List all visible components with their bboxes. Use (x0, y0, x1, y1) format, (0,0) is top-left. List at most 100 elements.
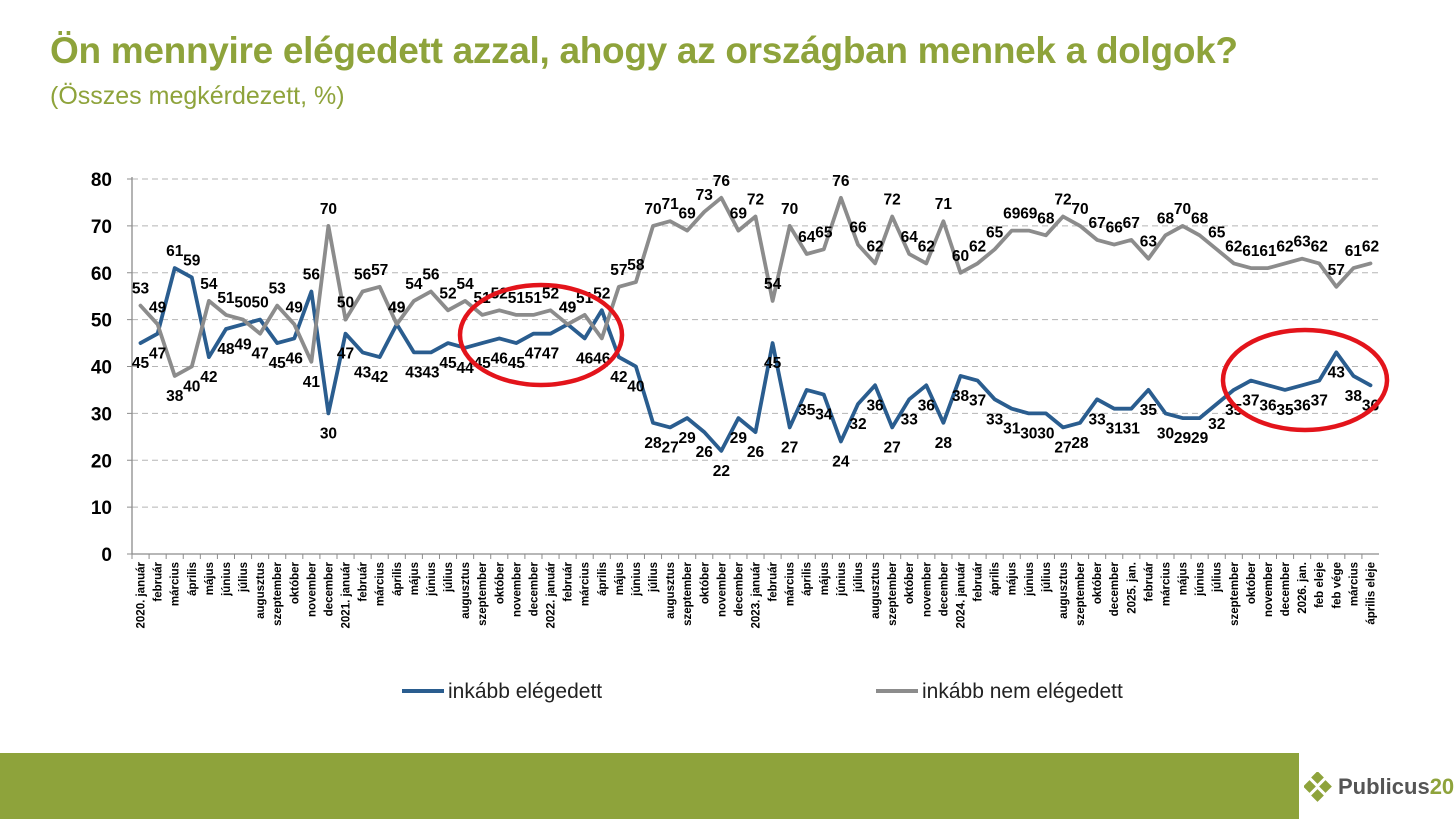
data-label: 38 (166, 388, 184, 405)
data-label: 70 (644, 201, 661, 218)
data-label: 51 (217, 290, 235, 307)
data-label: 67 (1123, 215, 1140, 232)
x-tick-label: június (631, 562, 643, 597)
data-label: 35 (1140, 402, 1158, 419)
data-label: 61 (1242, 243, 1260, 260)
data-label: 37 (969, 393, 986, 410)
x-tick-label: október (1092, 561, 1104, 604)
data-label: 70 (781, 201, 798, 218)
data-label: 56 (354, 267, 372, 284)
data-label: 61 (166, 243, 184, 260)
x-tick-label: december (1280, 561, 1292, 616)
data-label: 48 (217, 341, 235, 358)
data-label: 71 (935, 196, 953, 213)
data-label: 70 (320, 201, 337, 218)
x-tick-label: július (238, 562, 250, 593)
x-tick-label: október (289, 561, 301, 604)
data-label: 35 (1225, 402, 1243, 419)
data-label: 64 (798, 229, 816, 246)
data-label: 69 (679, 206, 697, 223)
x-tick-label: május (1007, 562, 1019, 595)
data-label: 57 (610, 262, 627, 279)
x-tick-label: június (426, 562, 438, 597)
data-label: 72 (884, 192, 901, 209)
data-label: 53 (132, 281, 150, 298)
data-label: 47 (542, 346, 559, 363)
x-tick-label: március (1348, 562, 1360, 606)
data-label: 56 (303, 267, 321, 284)
x-tick-label: december (323, 561, 335, 616)
y-tick-label: 60 (91, 264, 112, 285)
data-label: 45 (764, 355, 782, 372)
data-label: 35 (798, 402, 816, 419)
data-label: 27 (661, 439, 678, 456)
x-tick-label: feb vége (1331, 562, 1343, 609)
data-label: 29 (1191, 430, 1209, 447)
logo-number: 20 (1429, 774, 1455, 799)
series-line-unsatisfied (138, 195, 1373, 378)
x-tick-label: szeptember (477, 561, 489, 625)
data-label: 45 (508, 355, 526, 372)
x-tick-label: november (306, 561, 318, 616)
y-tick-label: 40 (91, 358, 112, 379)
x-tick-label: augusztus (870, 562, 882, 619)
data-label: 28 (644, 435, 662, 452)
logo-text: Publicus20 (1338, 774, 1454, 800)
data-label: 28 (935, 435, 953, 452)
x-tick-label: február (1143, 561, 1155, 601)
data-label: 70 (1174, 201, 1191, 218)
footer-band (0, 753, 1299, 819)
data-label: 47 (251, 346, 268, 363)
x-tick-label: július (853, 562, 865, 593)
data-label: 68 (1037, 210, 1055, 227)
data-label: 62 (918, 238, 935, 255)
data-label: 69 (1020, 206, 1038, 223)
data-label: 30 (1157, 425, 1174, 442)
data-label: 31 (1003, 421, 1021, 438)
data-label: 40 (183, 379, 200, 396)
data-label: 43 (1328, 364, 1346, 381)
x-tick-label: szeptember (272, 561, 284, 625)
x-tick-label: szeptember (887, 561, 899, 625)
data-label: 43 (354, 364, 372, 381)
data-label: 31 (1123, 421, 1141, 438)
data-label: 29 (679, 430, 697, 447)
data-label: 33 (986, 411, 1004, 428)
data-label: 70 (1071, 201, 1088, 218)
data-label: 36 (866, 397, 884, 414)
legend: inkább elégedett inkább nem elégedett (402, 680, 1123, 703)
data-label: 49 (149, 299, 167, 316)
data-label: 46 (576, 350, 594, 367)
x-tick-label: 2026. jan. (1297, 562, 1309, 614)
data-label: 50 (234, 295, 251, 312)
data-label: 69 (1003, 206, 1021, 223)
y-tick-label: 0 (101, 545, 112, 566)
data-label: 28 (1071, 435, 1089, 452)
data-label: 58 (627, 257, 645, 274)
data-label: 33 (901, 411, 919, 428)
data-label: 40 (627, 379, 644, 396)
data-label: 49 (559, 299, 577, 316)
y-tick-label: 80 (91, 170, 112, 191)
x-tick-label: március (375, 562, 387, 606)
x-tick-label: október (1246, 561, 1258, 604)
y-tick-label: 30 (91, 404, 112, 425)
data-label: 61 (1259, 243, 1277, 260)
data-label: 29 (1174, 430, 1192, 447)
data-label: 44 (456, 360, 474, 377)
data-label: 66 (849, 220, 867, 237)
data-label: 72 (1054, 192, 1071, 209)
x-tick-label: 2023. január (751, 561, 763, 628)
data-label: 22 (713, 463, 730, 480)
data-label: 62 (1225, 238, 1242, 255)
data-label: 24 (832, 454, 850, 471)
x-tick-label: augusztus (255, 562, 267, 619)
data-label: 49 (234, 336, 252, 353)
chart-title: Ön mennyire elégedett azzal, ahogy az or… (50, 30, 1238, 71)
data-label: 49 (559, 299, 577, 316)
data-label: 35 (1276, 402, 1294, 419)
data-label: 49 (388, 299, 406, 316)
x-tick-label: február (153, 561, 165, 601)
